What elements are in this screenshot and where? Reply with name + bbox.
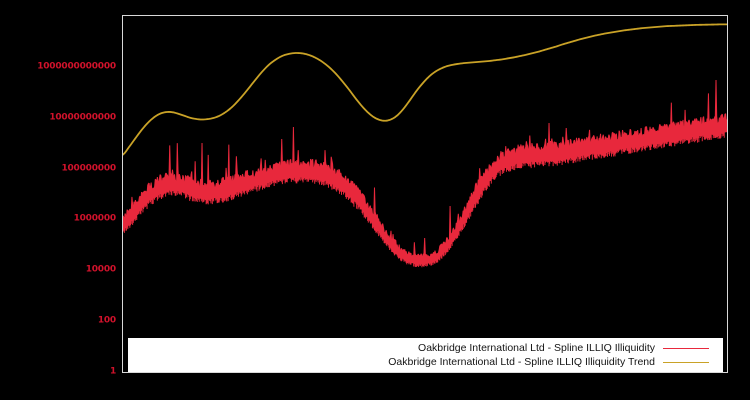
y-tick-label: 100 bbox=[97, 315, 116, 326]
y-tick-label: 100000000 bbox=[61, 163, 116, 174]
legend-item-trend[interactable]: Oakbridge International Ltd - Spline ILL… bbox=[388, 356, 709, 369]
legend-label-illiquidity: Oakbridge International Ltd - Spline ILL… bbox=[418, 341, 655, 354]
plot-area bbox=[122, 15, 728, 373]
y-tick-label: 10000000000 bbox=[49, 112, 116, 123]
series-canvas bbox=[123, 23, 727, 268]
y-axis: 1 100 10000 1000000 100000000 10000000000 1000… bbox=[0, 0, 122, 400]
legend-label-trend: Oakbridge International Ltd - Spline ILL… bbox=[388, 355, 655, 368]
legend-swatch-trend bbox=[663, 361, 709, 363]
legend-item-illiquidity[interactable]: Oakbridge International Ltd - Spline ILL… bbox=[418, 342, 709, 355]
series-line-trend bbox=[123, 23, 727, 156]
legend-swatch-illiquidity bbox=[663, 347, 709, 349]
y-tick-label: 1000000 bbox=[73, 213, 117, 224]
legend: Oakbridge International Ltd - Spline ILL… bbox=[128, 338, 723, 372]
y-tick-label: 1 bbox=[109, 366, 116, 377]
y-tick-label: 10000 bbox=[85, 264, 117, 275]
plot-inner bbox=[123, 16, 727, 372]
series-line-illiquidity bbox=[123, 79, 727, 268]
y-tick-label: 1000000000000 bbox=[37, 61, 116, 72]
